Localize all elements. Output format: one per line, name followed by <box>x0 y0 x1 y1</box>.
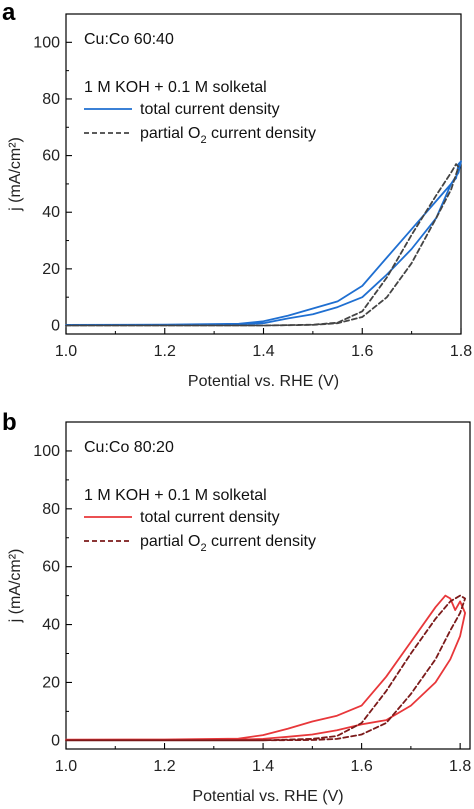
series-line <box>65 594 467 742</box>
composition-label: Cu:Co 80:20 <box>84 439 174 456</box>
x-axis-title: Potential vs. RHE (V) <box>188 373 339 390</box>
legend-subscript: 2 <box>200 134 206 146</box>
x-tick-label: 1.0 <box>55 343 77 360</box>
y-tick-label: 80 <box>42 501 60 518</box>
y-tick-label: 0 <box>51 732 60 749</box>
legend-label-rest: current density <box>207 125 316 142</box>
panel-letter: b <box>2 409 17 436</box>
x-tick-label: 1.6 <box>350 758 372 775</box>
composition-label: Cu:Co 60:40 <box>84 31 174 48</box>
x-tick-label: 1.4 <box>252 758 274 775</box>
x-tick-label: 1.8 <box>450 343 472 360</box>
series-line <box>65 163 460 327</box>
legend-subscript: 2 <box>200 542 206 554</box>
electrolyte-label: 1 M KOH + 0.1 M solketal <box>84 79 267 96</box>
y-tick-label: 100 <box>33 443 60 460</box>
series-line <box>65 594 467 741</box>
y-axis-title: j (mA/cm²) <box>7 137 24 212</box>
legend-label-rest: current density <box>207 533 316 550</box>
plot-frame <box>65 13 462 335</box>
y-tick-label: 80 <box>42 91 60 108</box>
legend-label: partial O2 current density <box>140 125 316 146</box>
y-tick-label: 60 <box>42 148 60 165</box>
x-tick-label: 1.4 <box>252 343 274 360</box>
x-tick-label: 1.2 <box>154 343 176 360</box>
y-tick-label: 40 <box>42 204 60 221</box>
electrolyte-label: 1 M KOH + 0.1 M solketal <box>84 487 267 504</box>
y-axis-title: j (mA/cm²) <box>7 549 24 624</box>
x-axis-title: Potential vs. RHE (V) <box>192 788 343 805</box>
series-line <box>65 160 462 327</box>
y-tick-label: 20 <box>42 674 60 691</box>
x-tick-label: 1.0 <box>55 758 77 775</box>
legend-label: total current density <box>140 101 280 118</box>
x-tick-label: 1.2 <box>153 758 175 775</box>
panel-b: b 0 20 40 60 80 100 1.0 1.2 1.4 1.6 1.8 Potential vs… <box>2 409 471 805</box>
y-tick-label: 40 <box>42 617 60 634</box>
panel-letter: a <box>2 0 16 26</box>
y-tick-label: 60 <box>42 559 60 576</box>
y-tick-label: 100 <box>33 34 60 51</box>
x-tick-label: 1.8 <box>449 758 471 775</box>
panel-a: a 0 20 40 60 80 100 1.0 1.2 1.4 1.6 1.8 Potential vs… <box>2 0 472 390</box>
x-tick-label: 1.6 <box>351 343 373 360</box>
plot-frame <box>65 421 471 750</box>
y-tick-label: 0 <box>51 318 60 335</box>
y-tick-label: 20 <box>42 261 60 278</box>
legend-label: total current density <box>140 509 280 526</box>
legend-label: partial O2 current density <box>140 533 316 554</box>
